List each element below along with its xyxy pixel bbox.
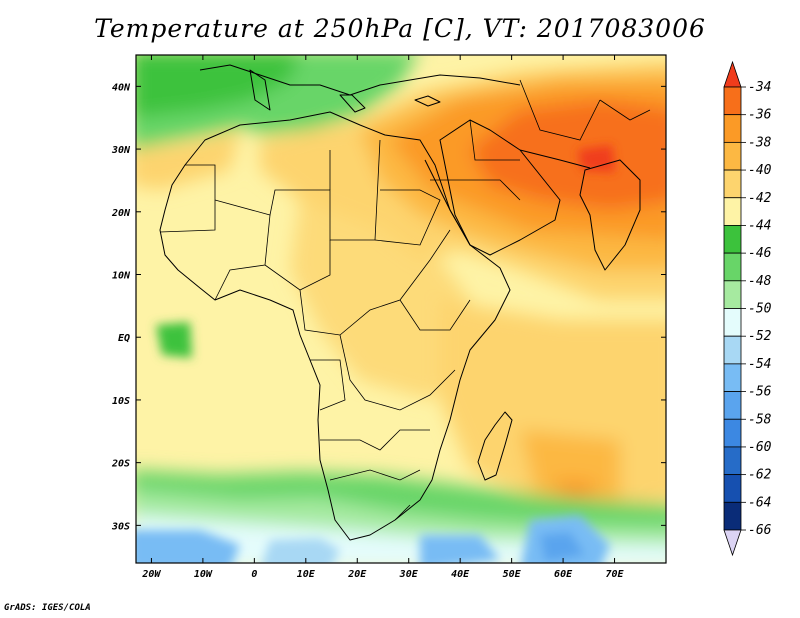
colorbar-segment <box>723 197 742 226</box>
lon-label: 40E <box>451 569 470 580</box>
lon-label: 60E <box>554 569 573 580</box>
colorbar-label: -62 <box>748 468 772 483</box>
axis-labels: 40N 30N 20N 10N EQ 10S 20S 30S 20W 10W 0 10E 20E 30E 4… <box>111 82 625 580</box>
lat-label: 30N <box>111 145 131 156</box>
lon-label: 30E <box>399 569 419 580</box>
colorbar-label: -44 <box>748 218 771 233</box>
colorbar-segment <box>723 335 742 365</box>
colorbar-label: -60 <box>748 440 772 455</box>
axis-ticks <box>136 55 666 563</box>
colorbar-label: -50 <box>748 302 772 317</box>
credit-text: GrADS: IGES/COLA <box>4 603 91 613</box>
lon-label: 50E <box>503 569 522 580</box>
colorbar-segment <box>723 169 742 199</box>
colorbar-segment <box>723 60 742 88</box>
colorbar-segment <box>723 418 742 448</box>
lon-label: 70E <box>606 569 625 580</box>
colorbar-label: -36 <box>748 108 772 123</box>
lon-label: 20W <box>141 569 161 580</box>
colorbar: -34 -36 -38 -40 -42 -44 -46 -48 -50 -52 -54 -56 -58 -… <box>723 60 772 557</box>
lat-label: 20S <box>111 459 130 470</box>
colorbar-label: -42 <box>748 191 772 206</box>
map-title: Temperature at 250hPa [C], VT: 201708300… <box>94 14 706 43</box>
lon-label: 10E <box>297 569 316 580</box>
colorbar-segment <box>723 529 742 557</box>
temperature-field <box>136 55 666 563</box>
colorbar-segment <box>723 391 742 420</box>
colorbar-label: -64 <box>748 495 771 510</box>
lat-label: 10S <box>112 396 130 407</box>
colorbar-label: -48 <box>748 274 772 289</box>
colorbar-label: -46 <box>748 246 772 261</box>
colorbar-segment <box>723 308 742 337</box>
lat-label: 40N <box>112 82 131 93</box>
lon-label: 20E <box>347 569 367 580</box>
colorbar-label: -54 <box>748 357 771 372</box>
colorbar-label: -66 <box>748 523 772 538</box>
lon-label: 10W <box>194 569 213 580</box>
colorbar-segment <box>723 114 742 143</box>
colorbar-segment <box>723 280 742 309</box>
colorbar-label: -56 <box>748 385 772 400</box>
lon-label: 0 <box>251 569 257 580</box>
colorbar-segment <box>723 501 742 531</box>
country-borders <box>159 79 651 521</box>
map-frame <box>135 54 667 564</box>
colorbar-segment <box>723 252 742 282</box>
lat-label: 30S <box>111 521 130 532</box>
colorbar-label: -38 <box>748 135 772 150</box>
lat-label: 20N <box>111 208 131 219</box>
colorbar-label: -34 <box>748 80 771 95</box>
colorbar-label: -58 <box>748 412 772 427</box>
colorbar-segment <box>723 363 742 392</box>
coastlines <box>159 64 641 541</box>
colorbar-segment <box>723 446 742 476</box>
lat-label: EQ <box>118 333 130 344</box>
colorbar-label: -40 <box>748 163 772 178</box>
colorbar-label: -52 <box>748 329 772 344</box>
colorbar-segment <box>723 225 742 254</box>
colorbar-segment <box>723 86 742 116</box>
colorbar-segment <box>723 141 742 171</box>
lat-label: 10N <box>112 271 131 282</box>
colorbar-segment <box>723 474 742 503</box>
